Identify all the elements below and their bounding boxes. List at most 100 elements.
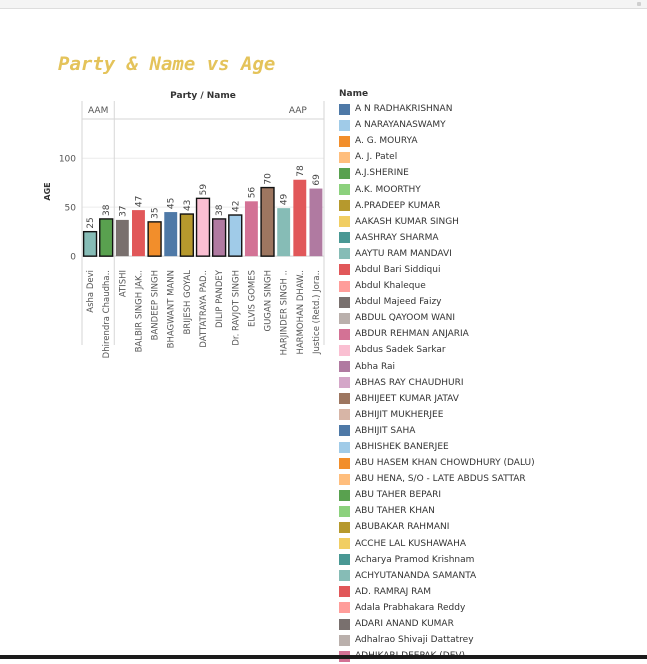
legend-swatch	[339, 344, 350, 356]
legend-item[interactable]: ABHAS RAY CHAUDHURI	[339, 375, 639, 391]
legend-label: ABDUR REHMAN ANJARIA	[355, 329, 469, 340]
legend-item[interactable]: A N RADHAKRISHNAN	[339, 101, 639, 117]
legend-swatch	[339, 505, 350, 517]
legend-swatch	[339, 151, 350, 163]
legend-item[interactable]: A. G. MOURYA	[339, 133, 639, 149]
legend-item[interactable]: Abdus Sadek Sarkar	[339, 342, 639, 358]
x-tick-label: BHAGWANT MANN	[167, 270, 177, 348]
legend-label: ABHIJIT MUKHERJEE	[355, 409, 444, 420]
bar	[147, 221, 162, 257]
legend-item[interactable]: ABU HENA, S/O - LATE ABDUS SATTAR	[339, 471, 639, 487]
legend-item[interactable]: ACCHE LAL KUSHAWAHA	[339, 536, 639, 552]
bar	[132, 210, 145, 257]
bar	[293, 179, 307, 257]
legend-swatch	[339, 618, 350, 630]
legend-item[interactable]: ABUBAKAR RAHMANI	[339, 519, 639, 535]
bar	[244, 201, 258, 257]
legend-label: ABU HENA, S/O - LATE ABDUS SATTAR	[355, 474, 526, 485]
legend-item[interactable]: Acharya Pramod Krishnam	[339, 552, 639, 568]
legend-label: ABHIJEET KUMAR JATAV	[355, 393, 459, 404]
legend-label: ADARI ANAND KUMAR	[355, 619, 454, 630]
legend-item[interactable]: AD. RAMRAJ RAM	[339, 584, 639, 600]
legend-label: A. G. MOURYA	[355, 136, 418, 147]
data-label: 59	[199, 184, 209, 196]
legend-swatch	[339, 312, 350, 324]
legend-swatch	[339, 634, 350, 646]
legend-item[interactable]: ABDUR REHMAN ANJARIA	[339, 326, 639, 342]
legend-label: Abdul Bari Siddiqui	[355, 264, 441, 275]
bar	[228, 214, 243, 257]
data-label: 49	[280, 193, 290, 205]
data-label: 47	[134, 196, 144, 207]
bar	[277, 208, 291, 257]
legend-item[interactable]: ABU TAHER BEPARI	[339, 487, 639, 503]
data-label: 35	[151, 207, 161, 218]
legend-swatch	[339, 538, 350, 550]
legend-item[interactable]: AAKASH KUMAR SINGH	[339, 214, 639, 230]
data-label: 43	[183, 200, 193, 211]
data-label: 70	[264, 173, 274, 185]
legend-swatch	[339, 521, 350, 533]
bar	[115, 219, 129, 257]
legend-swatch	[339, 377, 350, 389]
legend-label: ABHIJIT SAHA	[355, 425, 416, 436]
group-label: AAM	[88, 106, 108, 116]
data-label: 25	[86, 217, 96, 228]
legend-item[interactable]: ABU HASEM KHAN CHOWDHURY (DALU)	[339, 455, 639, 471]
legend-item[interactable]: Abdul Khaleque	[339, 278, 639, 294]
window-handle-icon	[637, 2, 641, 6]
legend-label: ABDUL QAYOOM WANI	[355, 313, 456, 324]
legend-swatch	[339, 473, 350, 485]
legend-item[interactable]: A.K. MOORTHY	[339, 181, 639, 197]
legend-item[interactable]: Abha Rai	[339, 359, 639, 375]
x-tick-label: ELVIS GOMES	[247, 270, 257, 327]
data-label: 42	[231, 201, 241, 212]
legend-item[interactable]: Adala Prabhakara Reddy	[339, 600, 639, 616]
legend-item[interactable]: Abdul Majeed Faizy	[339, 294, 639, 310]
legend-swatch	[339, 232, 350, 244]
x-tick-label: GUGAN SINGH	[264, 270, 274, 332]
legend-item[interactable]: Abdul Bari Siddiqui	[339, 262, 639, 278]
x-tick-label: HARMOHAN DHAW..	[296, 270, 306, 355]
legend-swatch	[339, 602, 350, 614]
legend-item[interactable]: ACHYUTANANDA SAMANTA	[339, 568, 639, 584]
legend[interactable]: Name A N RADHAKRISHNAN A NARAYANASWAMY A. …	[339, 89, 639, 664]
x-tick-label: Dr. RAVJOT SINGH	[231, 270, 241, 346]
legend-item[interactable]: A.J.SHERINE	[339, 165, 639, 181]
legend-item[interactable]: ABHISHEK BANERJEE	[339, 439, 639, 455]
legend-item[interactable]: AAYTU RAM MANDAVI	[339, 246, 639, 262]
legend-item[interactable]: ABHIJEET KUMAR JATAV	[339, 391, 639, 407]
legend-swatch	[339, 200, 350, 212]
legend-item[interactable]: A NARAYANASWAMY	[339, 117, 639, 133]
legend-item[interactable]: Adhalrao Shivaji Dattatrey	[339, 632, 639, 648]
legend-label: ABU HASEM KHAN CHOWDHURY (DALU)	[355, 458, 535, 469]
legend-item[interactable]: ABHIJIT SAHA	[339, 423, 639, 439]
group-label: AAP	[289, 106, 308, 116]
bar	[82, 230, 98, 257]
x-tick-label: ATISHI	[118, 270, 128, 297]
legend-item[interactable]: ABDUL QAYOOM WANI	[339, 310, 639, 326]
legend-items: A N RADHAKRISHNAN A NARAYANASWAMY A. G. MO…	[339, 101, 639, 664]
bar	[164, 212, 178, 257]
legend-swatch	[339, 264, 350, 276]
legend-item[interactable]: ABU TAHER KHAN	[339, 503, 639, 519]
legend-swatch	[339, 135, 350, 147]
legend-label: Abdul Majeed Faizy	[355, 297, 442, 308]
legend-title: Name	[339, 89, 369, 99]
legend-swatch	[339, 586, 350, 598]
bottom-bar	[0, 655, 647, 659]
x-tick-label: BRIJESH GOYAL	[183, 270, 193, 335]
bar	[260, 186, 275, 257]
legend-swatch	[339, 216, 350, 228]
legend-label: A. J. Patel	[355, 152, 398, 163]
legend-item[interactable]: ADARI ANAND KUMAR	[339, 616, 639, 632]
legend-item[interactable]: ABHIJIT MUKHERJEE	[339, 407, 639, 423]
legend-label: AD. RAMRAJ RAM	[355, 586, 431, 597]
legend-swatch	[339, 167, 350, 179]
legend-label: A.K. MOORTHY	[355, 184, 421, 195]
window-top-bar	[0, 0, 647, 9]
legend-item[interactable]: AASHRAY SHARMA	[339, 230, 639, 246]
legend-item[interactable]: A. J. Patel	[339, 149, 639, 165]
legend-item[interactable]: A.PRADEEP KUMAR	[339, 198, 639, 214]
x-tick-label: Dhirendra Chaudha..	[102, 270, 112, 358]
